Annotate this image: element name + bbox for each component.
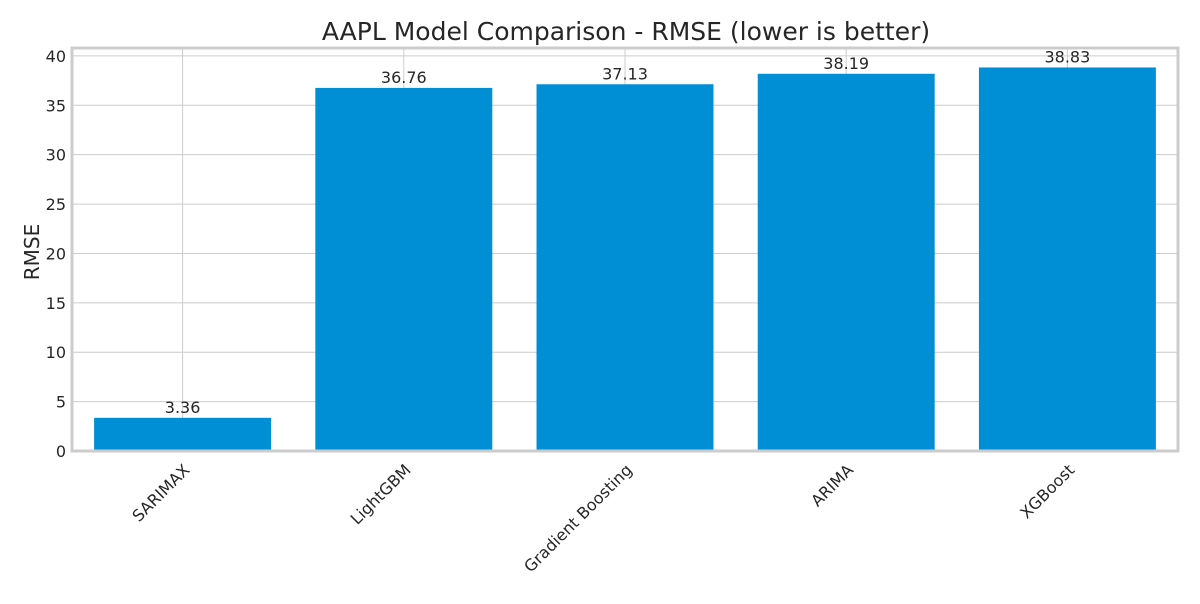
bar-value-label: 38.83 bbox=[1044, 47, 1090, 66]
y-tick-label: 15 bbox=[46, 294, 66, 313]
bar bbox=[978, 67, 1156, 451]
x-tick-label: Gradient Boosting bbox=[520, 460, 636, 576]
bar bbox=[315, 87, 493, 451]
y-tick-label: 10 bbox=[46, 343, 66, 362]
chart-title: AAPL Model Comparison - RMSE (lower is b… bbox=[322, 17, 930, 46]
y-tick-label: 0 bbox=[56, 442, 66, 461]
y-tick-label: 20 bbox=[46, 244, 66, 263]
y-tick-label: 35 bbox=[46, 96, 66, 115]
y-tick-label: 5 bbox=[56, 393, 66, 412]
bar-value-label: 37.13 bbox=[602, 64, 648, 83]
data-labels: 3.36 36.76 37.13 38.19 38.83 bbox=[165, 47, 1091, 416]
bar-value-label: 3.36 bbox=[165, 398, 201, 417]
y-tick-labels: 0 5 10 15 20 25 30 35 40 bbox=[46, 47, 66, 461]
y-axis-label: RMSE bbox=[20, 224, 44, 280]
bar bbox=[536, 84, 714, 451]
x-tick-label: LightGBM bbox=[347, 460, 415, 528]
plot-frame bbox=[70, 46, 1180, 453]
bar bbox=[757, 73, 935, 451]
y-tick-label: 25 bbox=[46, 195, 66, 214]
y-tick-label: 40 bbox=[46, 47, 66, 66]
y-tick-label: 30 bbox=[46, 146, 66, 165]
bar-value-label: 38.19 bbox=[823, 54, 869, 73]
bar-value-label: 36.76 bbox=[381, 68, 427, 87]
x-tick-label: XGBoost bbox=[1016, 460, 1078, 522]
x-tick-labels: SARIMAX LightGBM Gradient Boosting ARIMA XGB… bbox=[128, 460, 1078, 576]
bars-layer bbox=[94, 67, 1156, 451]
x-tick-label: ARIMA bbox=[807, 460, 857, 510]
bar bbox=[94, 417, 272, 451]
x-tick-label: SARIMAX bbox=[128, 460, 193, 525]
